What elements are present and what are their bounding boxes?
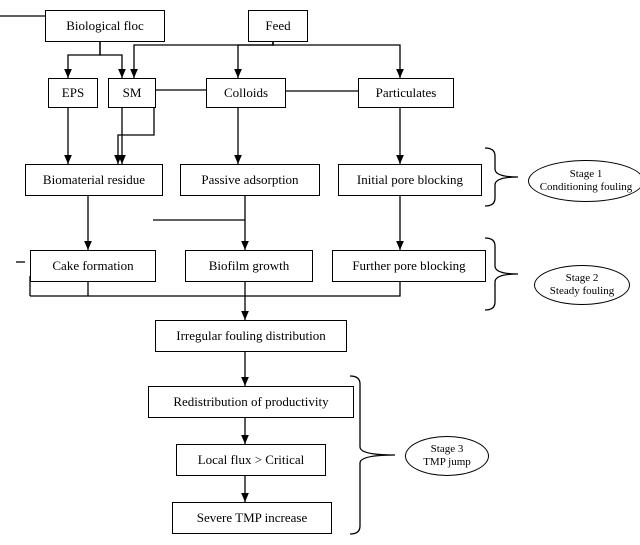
stage-label: TMP jump <box>423 456 471 469</box>
node-furtherpore: Further pore blocking <box>332 250 486 282</box>
node-biores: Biomaterial residue <box>25 164 163 196</box>
node-passive: Passive adsorption <box>180 164 320 196</box>
stage-label: Steady fouling <box>550 285 614 298</box>
node-cake: Cake formation <box>30 250 156 282</box>
node-colloids: Colloids <box>206 78 286 108</box>
stage-s1: Stage 1Conditioning fouling <box>528 160 640 202</box>
brace <box>350 376 395 534</box>
node-irreg: Irregular fouling distribution <box>155 320 347 352</box>
edge-3 <box>238 36 273 78</box>
stage-label: Stage 3 <box>431 443 464 456</box>
node-redis: Redistribution of productivity <box>148 386 354 418</box>
stage-label: Conditioning fouling <box>540 181 633 194</box>
node-biofilm: Biofilm growth <box>185 250 313 282</box>
brace <box>485 148 518 206</box>
stage-label: Stage 2 <box>566 272 599 285</box>
node-sm: SM <box>108 78 156 108</box>
edge-4 <box>273 36 400 78</box>
stage-s2: Stage 2Steady fouling <box>534 265 630 305</box>
node-severe: Severe TMP increase <box>172 502 332 534</box>
edge-2 <box>134 36 273 78</box>
node-bio_floc: Biological floc <box>45 10 165 42</box>
node-eps: EPS <box>48 78 98 108</box>
node-feed: Feed <box>248 10 308 42</box>
node-partic: Particulates <box>358 78 454 108</box>
brace <box>485 238 518 310</box>
edge-0 <box>68 36 100 78</box>
edge-1 <box>100 36 122 78</box>
node-local: Local flux > Critical <box>176 444 326 476</box>
stage-s3: Stage 3TMP jump <box>405 436 489 476</box>
stage-label: Stage 1 <box>570 168 603 181</box>
node-initpore: Initial pore blocking <box>338 164 482 196</box>
